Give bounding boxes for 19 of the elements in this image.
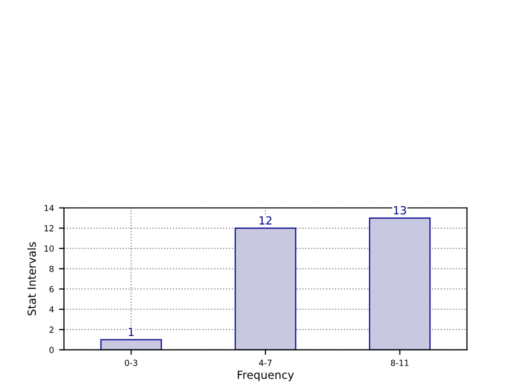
y-tick-label: 2	[50, 326, 54, 333]
data-label: 12	[260, 216, 272, 224]
y-tick-label: 12	[44, 225, 54, 232]
data-label: 13	[394, 206, 406, 214]
x-tick-label: 4-7	[259, 360, 272, 366]
y-tick-label: 10	[44, 245, 54, 252]
bar	[100, 339, 162, 350]
y-tick-label: 6	[50, 286, 54, 292]
x-axis-title: Frequency	[238, 370, 294, 382]
x-tick-label: 8-11	[390, 360, 408, 366]
y-tick-label: 0	[49, 346, 54, 354]
x-tick-label: 0-3	[124, 360, 138, 366]
y-tick-label: 14	[44, 204, 54, 212]
y-axis-title: Stat Intervals	[27, 242, 36, 316]
bar	[369, 217, 431, 350]
data-label: 1	[128, 328, 134, 336]
bar	[234, 228, 296, 350]
y-tick-label: 4	[49, 306, 54, 312]
y-tick-label: 8	[50, 266, 54, 272]
